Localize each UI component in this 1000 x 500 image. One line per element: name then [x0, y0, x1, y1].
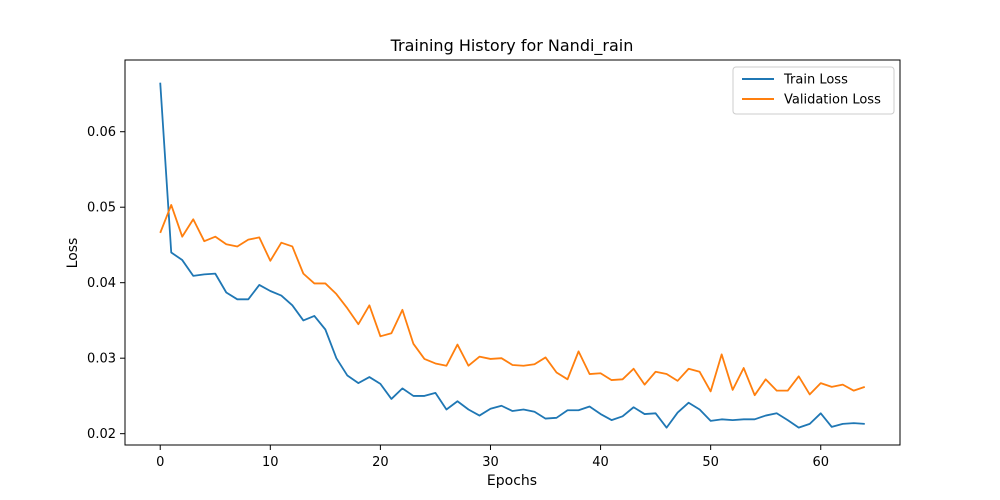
x-tick-label: 40	[592, 455, 609, 470]
x-axis: 0 10 20 30 40 50 60	[156, 445, 829, 470]
legend-label-validation-loss: Validation Loss	[784, 93, 881, 108]
y-tick-label: 0.03	[87, 352, 116, 367]
y-tick-label: 0.05	[87, 201, 116, 216]
x-axis-label: Epochs	[487, 473, 537, 489]
x-tick-label: 0	[156, 455, 164, 470]
y-tick-label: 0.02	[87, 427, 116, 442]
chart-title: Training History for Nandi_rain	[390, 36, 634, 56]
series-line-train-loss	[159, 82, 865, 429]
y-tick-label: 0.04	[87, 276, 116, 291]
plot-area	[159, 82, 866, 429]
series-line-validation-loss	[159, 204, 866, 397]
y-axis: 0.02 0.03 0.04 0.05 0.06	[87, 125, 125, 442]
legend-label-train-loss: Train Loss	[783, 73, 848, 88]
plot-frame	[124, 59, 901, 446]
y-axis-label: Loss	[65, 238, 81, 269]
x-tick-label: 30	[482, 455, 499, 470]
x-tick-label: 10	[262, 455, 279, 470]
y-tick-label: 0.06	[87, 125, 116, 140]
legend: Train Loss Validation Loss	[732, 66, 895, 115]
x-tick-label: 20	[372, 455, 389, 470]
x-tick-label: 60	[812, 455, 829, 470]
x-tick-label: 50	[702, 455, 719, 470]
